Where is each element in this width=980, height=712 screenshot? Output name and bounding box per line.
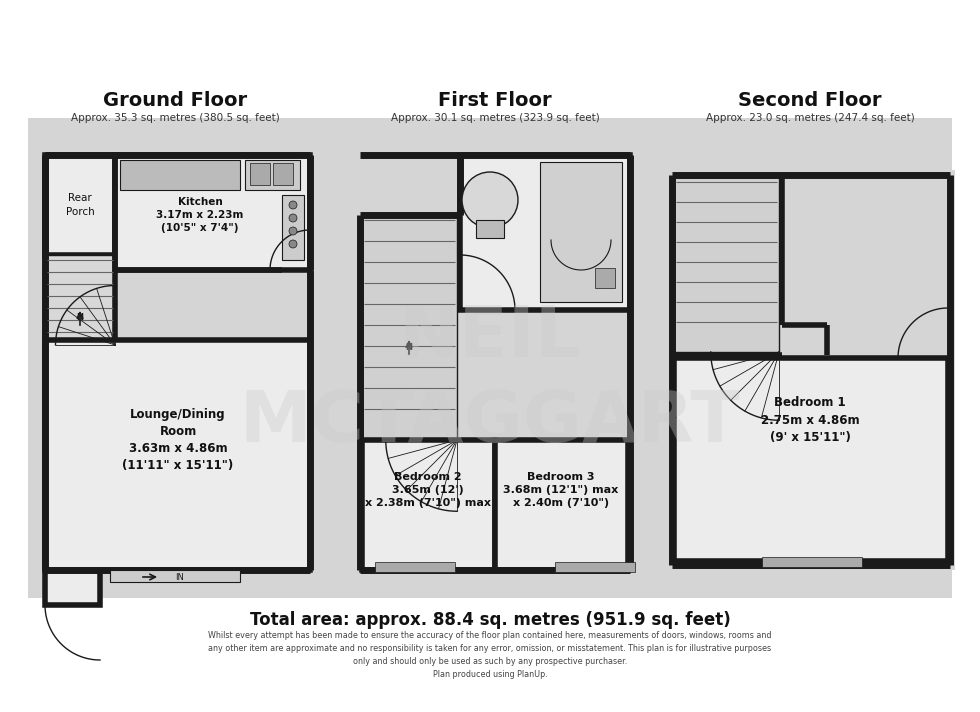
Bar — [375, 562, 455, 572]
Circle shape — [289, 227, 297, 235]
Bar — [115, 155, 310, 270]
Bar — [28, 118, 952, 598]
Text: First Floor: First Floor — [438, 90, 552, 110]
Text: Ground Floor: Ground Floor — [103, 90, 247, 110]
Bar — [355, 150, 635, 575]
Text: N: N — [406, 342, 413, 352]
Bar — [540, 162, 622, 302]
Text: IN: IN — [175, 572, 184, 582]
Text: Kitchen
3.17m x 2.23m
(10'5" x 7'4"): Kitchen 3.17m x 2.23m (10'5" x 7'4") — [157, 197, 244, 234]
Text: NEIL
MCTAGGART: NEIL MCTAGGART — [240, 303, 740, 457]
Text: Bedroom 1
2.75m x 4.86m
(9' x 15'11"): Bedroom 1 2.75m x 4.86m (9' x 15'11") — [760, 397, 859, 444]
Bar — [250, 163, 270, 185]
Circle shape — [289, 214, 297, 222]
Text: Bedroom 3
3.68m (12'1") max
x 2.40m (7'10"): Bedroom 3 3.68m (12'1") max x 2.40m (7'1… — [504, 472, 618, 508]
Bar — [45, 340, 310, 570]
Text: Whilst every attempt has been made to ensure the accuracy of the floor plan cont: Whilst every attempt has been made to en… — [209, 631, 772, 679]
Bar — [555, 562, 635, 572]
Bar — [273, 163, 293, 185]
Circle shape — [462, 172, 518, 228]
Circle shape — [289, 240, 297, 248]
Text: Lounge/Dining
Room
3.63m x 4.86m
(11'11" x 15'11"): Lounge/Dining Room 3.63m x 4.86m (11'11"… — [122, 408, 233, 472]
Text: Second Floor: Second Floor — [738, 90, 882, 110]
Text: N: N — [76, 313, 83, 323]
Text: Approx. 35.3 sq. metres (380.5 sq. feet): Approx. 35.3 sq. metres (380.5 sq. feet) — [71, 113, 279, 123]
Text: Approx. 23.0 sq. metres (247.4 sq. feet): Approx. 23.0 sq. metres (247.4 sq. feet) — [706, 113, 914, 123]
Bar — [362, 215, 457, 440]
Circle shape — [289, 201, 297, 209]
Bar — [667, 170, 955, 570]
Text: Bedroom 2
3.65m (12')
x 2.38m (7'10") max: Bedroom 2 3.65m (12') x 2.38m (7'10") ma… — [365, 472, 491, 508]
Text: Rear
Porch: Rear Porch — [66, 194, 94, 216]
Bar — [476, 220, 504, 238]
Bar — [120, 160, 240, 190]
Bar — [40, 150, 315, 575]
Bar — [362, 440, 495, 570]
Bar — [245, 160, 300, 190]
Bar — [45, 255, 115, 345]
Bar — [595, 268, 615, 288]
Bar — [674, 177, 779, 352]
Bar — [460, 155, 630, 310]
Bar — [762, 557, 862, 567]
Bar — [282, 195, 304, 260]
Bar — [45, 155, 115, 255]
Bar — [110, 570, 240, 582]
Text: Approx. 30.1 sq. metres (323.9 sq. feet): Approx. 30.1 sq. metres (323.9 sq. feet) — [391, 113, 600, 123]
Bar — [45, 570, 100, 605]
Bar — [674, 358, 948, 561]
Text: Total area: approx. 88.4 sq. metres (951.9 sq. feet): Total area: approx. 88.4 sq. metres (951… — [250, 611, 730, 629]
Bar — [495, 440, 628, 570]
